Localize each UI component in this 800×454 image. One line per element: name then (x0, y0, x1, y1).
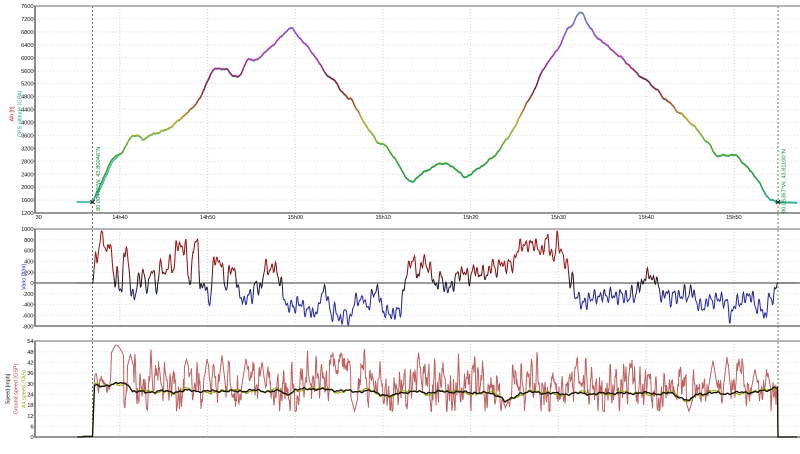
svg-text:-200: -200 (22, 292, 33, 298)
svg-text:0: 0 (30, 435, 33, 441)
svg-text:2800: 2800 (21, 159, 33, 165)
svg-text:6: 6 (30, 424, 33, 430)
svg-text:30: 30 (36, 215, 42, 221)
svg-text:Speed [mph]: Speed [mph] (6, 373, 12, 404)
svg-text:24: 24 (27, 392, 34, 398)
svg-text:36: 36 (27, 371, 33, 377)
svg-text:Vario [ft/m]: Vario [ft/m] (22, 264, 28, 290)
svg-text:6400: 6400 (21, 43, 33, 49)
svg-text:800: 800 (24, 238, 33, 244)
svg-text:1600: 1600 (21, 198, 33, 204)
svg-text:600: 600 (24, 249, 33, 255)
svg-text:6000: 6000 (21, 56, 33, 62)
svg-text:2400: 2400 (21, 172, 33, 178)
svg-text:42: 42 (27, 360, 33, 366)
svg-text:3200: 3200 (21, 146, 33, 152)
svg-text:-800: -800 (22, 324, 33, 330)
svg-text:15h30: 15h30 (551, 215, 566, 221)
svg-text:2000: 2000 (21, 185, 33, 191)
svg-text:-400: -400 (22, 303, 33, 309)
svg-text:1000: 1000 (21, 227, 33, 233)
svg-text:15h10: 15h10 (375, 215, 390, 221)
svg-text:7600: 7600 (21, 4, 33, 10)
svg-text:14h40: 14h40 (112, 215, 127, 221)
svg-text:15h50: 15h50 (726, 215, 741, 221)
svg-text:15h40: 15h40 (638, 215, 653, 221)
svg-text:30: 30 (27, 382, 33, 388)
svg-text:3600: 3600 (21, 134, 33, 140)
svg-text:GPS altitude (GPA): GPS altitude (GPA) (18, 91, 24, 138)
svg-text:7200: 7200 (21, 17, 33, 23)
svg-text:12: 12 (27, 414, 33, 420)
svg-text:1200: 1200 (21, 211, 33, 217)
svg-text:Air speed (TAS): Air speed (TAS) (22, 370, 28, 408)
svg-text:6800: 6800 (21, 30, 33, 36)
svg-text:80.00442°W, 43.80046°N: 80.00442°W, 43.80046°N (96, 147, 102, 211)
svg-text:Ground speed (GSP): Ground speed (GSP) (14, 363, 20, 414)
svg-text:14h50: 14h50 (200, 215, 215, 221)
svg-text:5600: 5600 (21, 69, 33, 75)
svg-text:4800: 4800 (21, 95, 33, 101)
svg-text:4400: 4400 (21, 108, 33, 114)
svg-text:200: 200 (24, 270, 33, 276)
svg-text:400: 400 (24, 260, 33, 266)
svg-text:48: 48 (27, 350, 33, 356)
svg-text:4000: 4000 (21, 121, 33, 127)
svg-text:-600: -600 (22, 314, 33, 320)
svg-text:Alti [ft]: Alti [ft] (10, 106, 16, 121)
svg-text:15h20: 15h20 (463, 215, 478, 221)
svg-text:54: 54 (27, 339, 34, 345)
svg-text:5200: 5200 (21, 82, 33, 88)
svg-text:18: 18 (27, 403, 33, 409)
svg-text:80.05367°W, 43.81100°N: 80.05367°W, 43.81100°N (781, 149, 787, 213)
svg-text:0: 0 (30, 281, 33, 287)
svg-text:15h00: 15h00 (288, 215, 303, 221)
